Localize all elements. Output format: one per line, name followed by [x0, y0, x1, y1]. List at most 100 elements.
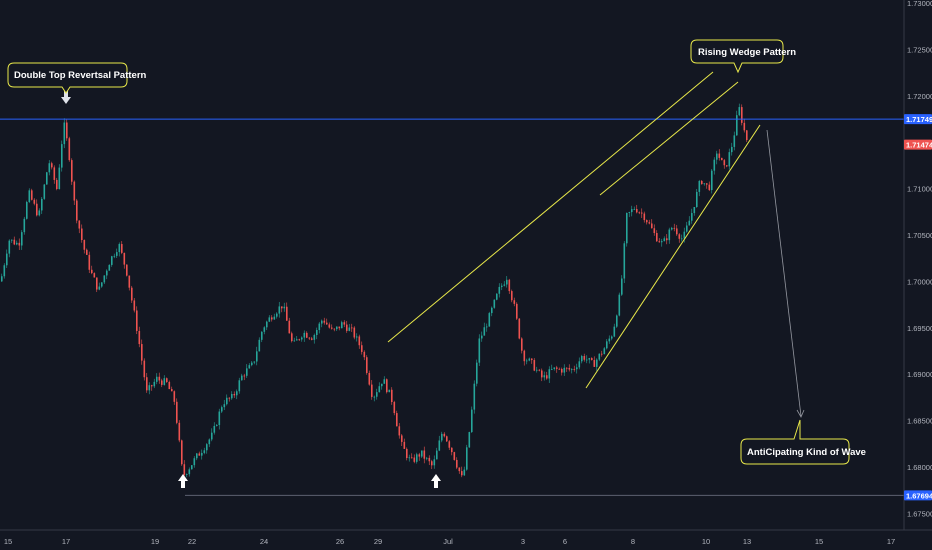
wedge-upper-trendline[interactable] [599, 81, 739, 196]
candle-body [206, 444, 208, 451]
candle-body [123, 252, 126, 265]
candle-body [401, 435, 403, 442]
candle-body [201, 452, 203, 456]
candle-body [243, 375, 246, 377]
candle-body [281, 306, 283, 309]
candle-body [618, 294, 621, 316]
candle-body [393, 402, 396, 414]
candle-body [218, 411, 221, 425]
candle-body [76, 200, 78, 221]
current-price-tag: 1.71474 [904, 139, 932, 150]
candle-body [741, 107, 743, 123]
candle-body [41, 198, 43, 211]
candle-body [26, 202, 28, 219]
candle-body [23, 218, 26, 233]
candle-body [168, 382, 171, 390]
price-tick-label: 1.70500 [907, 231, 932, 240]
candle-body [651, 223, 653, 229]
callout-rising-wedge[interactable]: Rising Wedge Pattern [690, 39, 796, 74]
candle-body [523, 350, 526, 362]
time-axis[interactable]: 15 17 19 22 24 26 29 Jul 3 6 8 10 13 15 17 [0, 529, 932, 550]
candle-body [151, 385, 153, 387]
callout-anticipating-wave[interactable]: AntiCipating Kind of Wave [740, 419, 866, 465]
candle-body [131, 287, 133, 301]
candle-body [33, 199, 36, 204]
time-tick-label: Jul [443, 537, 453, 546]
candle-body [203, 450, 206, 453]
candle-body [186, 474, 188, 475]
wedge-lower-trendline[interactable] [585, 124, 761, 389]
candle-body [291, 333, 293, 342]
candle-body [631, 209, 633, 213]
price-tick-label: 1.72000 [907, 92, 932, 101]
candle-body [736, 115, 738, 136]
candle-body [251, 362, 253, 366]
candle-body [306, 332, 308, 338]
up-arrow-icon [178, 474, 188, 488]
candle-body [446, 436, 448, 442]
candle-body [388, 389, 391, 393]
candle-body [346, 324, 348, 331]
candle-body [563, 367, 566, 373]
candle-body [463, 469, 466, 476]
candle-body [331, 327, 333, 329]
candle-body [496, 293, 498, 300]
candle-body [31, 190, 33, 200]
candle-body [21, 232, 23, 246]
candle-body [503, 284, 506, 286]
svg-text:1.67694: 1.67694 [906, 491, 932, 500]
price-tick-label: 1.69000 [907, 370, 932, 379]
candle-body [433, 459, 436, 466]
candle-body [418, 454, 421, 457]
candlestick-series [1, 103, 748, 478]
candle-body [598, 353, 601, 360]
candle-body [566, 367, 568, 369]
price-axis[interactable]: 1.730001.725001.720001.715001.710001.705… [903, 0, 932, 550]
candle-body [443, 433, 446, 437]
candle-body [256, 351, 258, 362]
projection-arrow-head [796, 409, 805, 418]
candle-body [171, 389, 173, 392]
candle-body [366, 357, 368, 373]
time-tick-label: 10 [702, 537, 710, 546]
candle-body [513, 300, 516, 304]
candle-body [426, 457, 428, 459]
candle-body [611, 336, 613, 339]
candle-body [491, 307, 493, 314]
candle-body [196, 453, 198, 459]
candle-body [531, 358, 533, 361]
candle-body [376, 392, 378, 397]
candle-body [71, 160, 73, 182]
candle-body [738, 107, 741, 116]
channel-upper-trendline[interactable] [387, 71, 714, 343]
candle-body [323, 320, 326, 323]
candle-body [56, 179, 58, 190]
candle-body [681, 238, 683, 240]
candle-body [233, 394, 236, 396]
candle-body [381, 383, 383, 387]
candle-body [371, 384, 373, 397]
candle-body [701, 181, 703, 185]
candle-body [163, 378, 166, 385]
candle-body [398, 426, 401, 436]
candle-body [118, 244, 121, 253]
candle-body [476, 362, 478, 384]
candle-body [86, 249, 88, 255]
candle-body [436, 450, 438, 460]
candle-body [246, 368, 248, 376]
callout-double-top[interactable]: Double Top Revertsal Pattern [7, 62, 147, 94]
candle-body [663, 238, 666, 242]
candle-body [221, 407, 223, 412]
candle-body [106, 270, 108, 276]
time-tick-label: 19 [151, 537, 159, 546]
candle-body [621, 278, 623, 295]
time-tick-label: 8 [631, 537, 635, 546]
candle-body [468, 432, 471, 448]
candle-body [528, 358, 531, 361]
projection-arrow-line[interactable] [766, 129, 802, 417]
candle-body [63, 122, 66, 145]
candle-body [556, 367, 558, 369]
candle-body [726, 165, 728, 167]
candle-body [638, 212, 641, 214]
